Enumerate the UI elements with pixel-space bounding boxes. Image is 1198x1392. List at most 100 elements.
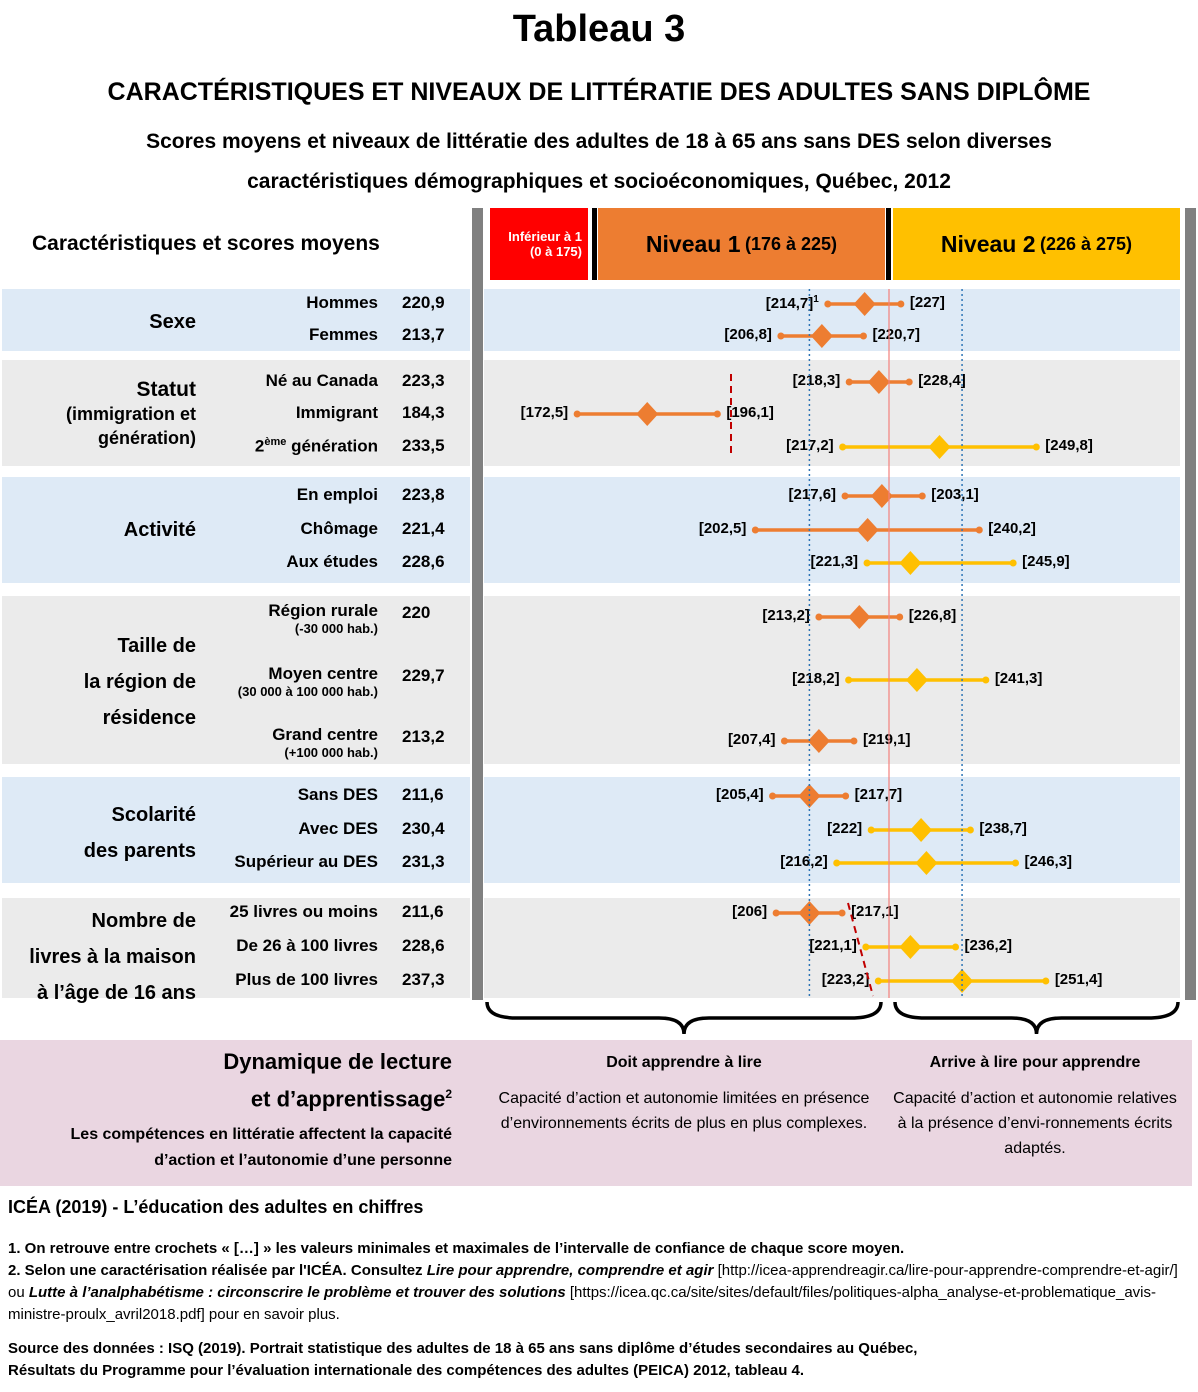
item-label: Grand centre (+100 000 hab.) — [272, 725, 378, 760]
ci-high-label: [241,3] — [994, 670, 1043, 687]
ci-low-dot — [839, 443, 847, 451]
ci-low-label: [206] — [732, 903, 768, 920]
group-label-background — [2, 596, 470, 764]
group-label-background — [2, 777, 470, 883]
ci-mark — [863, 551, 1017, 575]
left-frame-bar — [472, 208, 483, 1000]
ci-high-dot — [1032, 443, 1040, 451]
ci-high-dot — [1009, 559, 1017, 567]
ci-high-dot — [842, 792, 850, 800]
ci-mark — [815, 605, 904, 629]
ci-low-dot — [573, 410, 581, 418]
item-label: Femmes — [309, 325, 378, 344]
ci-low-label: [218,3] — [792, 372, 841, 389]
item-label: Moyen centre (30 000 à 100 000 hab.) — [237, 664, 378, 699]
item-score: 211,6 — [402, 785, 444, 804]
item-score: 211,6 — [402, 902, 444, 921]
item-score: 228,6 — [402, 552, 445, 571]
item-label: Région rurale (-30 000 hab.) — [268, 601, 378, 636]
ci-low-dot — [863, 559, 871, 567]
mean-diamond — [807, 729, 830, 753]
ci-mark — [862, 935, 960, 959]
ci-low-dot — [769, 792, 777, 800]
learn-to-read: Doit apprendre à lire Capacité d’action … — [498, 1054, 870, 1132]
ci-high-label: [228,4] — [918, 372, 966, 389]
ci-low-label: [213,2] — [762, 607, 810, 624]
ci-high-dot — [1042, 977, 1050, 985]
ci-low-label: [214,7]1 — [765, 294, 819, 312]
ci-high-label: [238,7] — [979, 820, 1027, 837]
ci-high-label: [196,1] — [726, 404, 774, 421]
threshold-dashed-line — [847, 902, 874, 997]
group-name: Activité — [123, 519, 196, 541]
item-score: 213,7 — [402, 325, 445, 344]
ci-mark — [573, 402, 721, 426]
group-name: Nombre de livres à la maison à l’âge de 16… — [29, 910, 196, 1004]
ci-low-dot — [862, 943, 870, 951]
ci-high-dot — [838, 909, 846, 917]
ci-high-label: [236,2] — [964, 937, 1013, 954]
group-label-background — [2, 477, 470, 583]
dynamics-title: Dynamique de lecture et d’apprentissage2 — [223, 1049, 452, 1112]
item-label: Plus de 100 livres — [235, 970, 378, 989]
item-label: Supérieur au DES — [234, 852, 378, 871]
item-label: Immigrant — [295, 403, 378, 422]
ci-low-label: [216,2] — [780, 853, 828, 870]
mean-diamond — [915, 851, 938, 875]
item-label: Hommes — [306, 293, 378, 312]
ci-low-dot — [777, 332, 785, 340]
item-score: 228,6 — [402, 936, 445, 955]
ci-high-label: [251,4] — [1054, 971, 1103, 988]
footnote-1: 1. On retrouve entre crochets « […] » le… — [8, 1240, 905, 1257]
level-2: Niveau 2 (226 à 275) — [893, 208, 1180, 280]
ci-high-label: [220,7] — [872, 326, 920, 343]
item-score: 237,3 — [402, 970, 445, 989]
ci-high-label: [217,7] — [854, 786, 903, 803]
item-label: Né au Canada — [265, 371, 378, 390]
ci-low-dot — [815, 613, 823, 621]
description: Scores moyens et niveaux de littératie d… — [146, 130, 1052, 193]
ci-low-dot — [841, 492, 849, 500]
ci-low-label: [172,5] — [520, 404, 569, 421]
item-label: 2ème génération — [254, 436, 378, 456]
item-label: Chômage — [300, 519, 378, 538]
item-score: 184,3 — [402, 403, 445, 422]
group-label-background — [2, 360, 470, 466]
ci-low-dot — [845, 378, 853, 386]
data-source: Source des données : ISQ (2019). Portrai… — [8, 1340, 918, 1379]
ci-low-dot — [751, 526, 759, 534]
mean-diamond — [798, 901, 821, 925]
item-score: 220,9 — [402, 293, 445, 312]
group-name: Statut (immigration et génération) — [65, 378, 196, 448]
ci-low-dot — [824, 300, 832, 308]
ci-mark — [780, 729, 858, 753]
ci-low-label: [205,4] — [716, 786, 764, 803]
ci-high-dot — [918, 492, 926, 500]
mean-diamond — [870, 484, 893, 508]
ci-high-dot — [966, 826, 974, 834]
ci-low-dot — [833, 859, 841, 867]
ci-high-dot — [982, 676, 990, 684]
ci-mark — [845, 668, 990, 692]
group-chart-background — [484, 289, 1180, 351]
chart-plot — [485, 289, 1180, 1035]
dynamics-description: Les compétences en littératie affectent … — [70, 1126, 452, 1169]
mean-diamond — [899, 551, 922, 575]
ci-high-label: [246,3] — [1024, 853, 1073, 870]
item-score: 233,5 — [402, 436, 445, 455]
ci-high-label: [203,1] — [931, 486, 979, 503]
ci-high-dot — [1012, 859, 1020, 867]
ci-high-label: [249,8] — [1045, 437, 1093, 454]
right-frame-bar — [1185, 208, 1196, 1000]
ci-low-label: [221,1] — [809, 937, 857, 954]
ci-mark — [824, 292, 905, 316]
mean-diamond — [899, 935, 922, 959]
ci-low-label: [217,6] — [788, 486, 837, 503]
item-score: 230,4 — [402, 819, 445, 838]
ci-high-dot — [896, 613, 904, 621]
ci-low-label: [221,3] — [810, 553, 859, 570]
ci-high-label: [227] — [909, 294, 945, 311]
item-score: 221,4 — [402, 519, 445, 538]
ci-low-dot — [874, 977, 882, 985]
subtitle: CARACTÉRISTIQUES ET NIVEAUX DE LITTÉRATI… — [107, 78, 1091, 106]
